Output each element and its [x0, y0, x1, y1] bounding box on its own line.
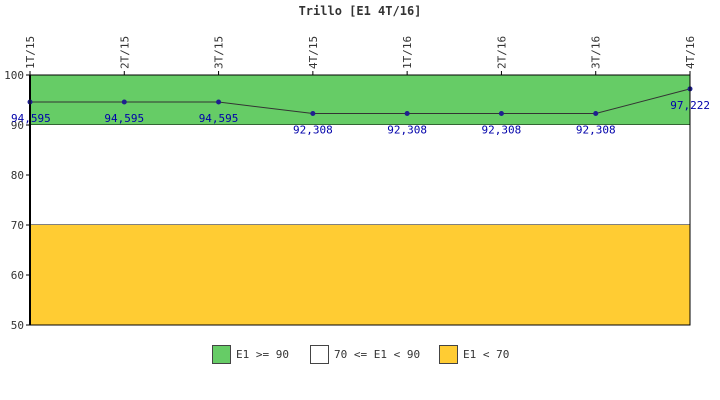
data-point: [404, 110, 410, 116]
series-line: [30, 88, 691, 114]
legend-label-mid: 70 <= E1 < 90: [334, 348, 421, 361]
data-labels: 94,595 94,595 94,595 92,308 92,308 92,308 92,3…: [11, 99, 710, 137]
y-tick-label: 90: [11, 119, 24, 132]
x-tick-label: 4T/16: [684, 36, 697, 69]
data-points: [27, 86, 693, 116]
data-label: 92,308: [576, 123, 616, 136]
band-2: [30, 225, 690, 325]
x-tick-label: 2T/15: [118, 36, 131, 69]
legend-swatch-high: [212, 345, 231, 364]
data-point: [121, 99, 127, 105]
y-tick-label: 70: [11, 219, 24, 232]
legend-label-high: E1 >= 90: [236, 348, 289, 361]
data-label: 92,308: [387, 123, 427, 136]
legend-swatch-mid: [310, 345, 329, 364]
x-tick-label: 3T/15: [213, 36, 226, 69]
legend-swatch-low: [439, 345, 458, 364]
x-tick-label: 1T/16: [401, 36, 414, 69]
y-tick-label: 60: [11, 269, 24, 282]
x-axis: 1T/15 2T/15 3T/15 4T/15 1T/16 2T/16 3T/16 4T/16: [24, 36, 697, 75]
y-tick-label: 50: [11, 319, 24, 332]
data-point: [593, 110, 599, 116]
y-axis: 50 60 70 80 90 100: [4, 69, 31, 332]
x-tick-label: 1T/15: [24, 36, 37, 69]
chart-title: Trillo [E1 4T/16]: [299, 4, 422, 18]
threshold-bands: [30, 75, 690, 326]
band-0: [30, 75, 690, 125]
x-tick-label: 2T/16: [495, 36, 508, 69]
x-tick-label: 4T/15: [307, 36, 320, 69]
x-tick-label: 3T/16: [590, 36, 603, 69]
series-polyline: [30, 88, 691, 114]
data-point: [216, 99, 222, 105]
data-label: 92,308: [293, 123, 333, 136]
data-point: [498, 110, 504, 116]
plot-frame: [29, 74, 691, 326]
data-point: [310, 110, 316, 116]
legend: E1 >= 90 70 <= E1 < 90 E1 < 70: [0, 345, 720, 367]
y-tick-label: 80: [11, 169, 24, 182]
data-label: 94,595: [11, 112, 51, 125]
legend-label-low: E1 < 70: [463, 348, 510, 361]
data-label: 94,595: [104, 112, 144, 125]
data-label: 92,308: [482, 123, 522, 136]
data-label: 94,595: [199, 112, 239, 125]
y-tick-label: 100: [4, 69, 24, 82]
band-1: [30, 125, 690, 225]
